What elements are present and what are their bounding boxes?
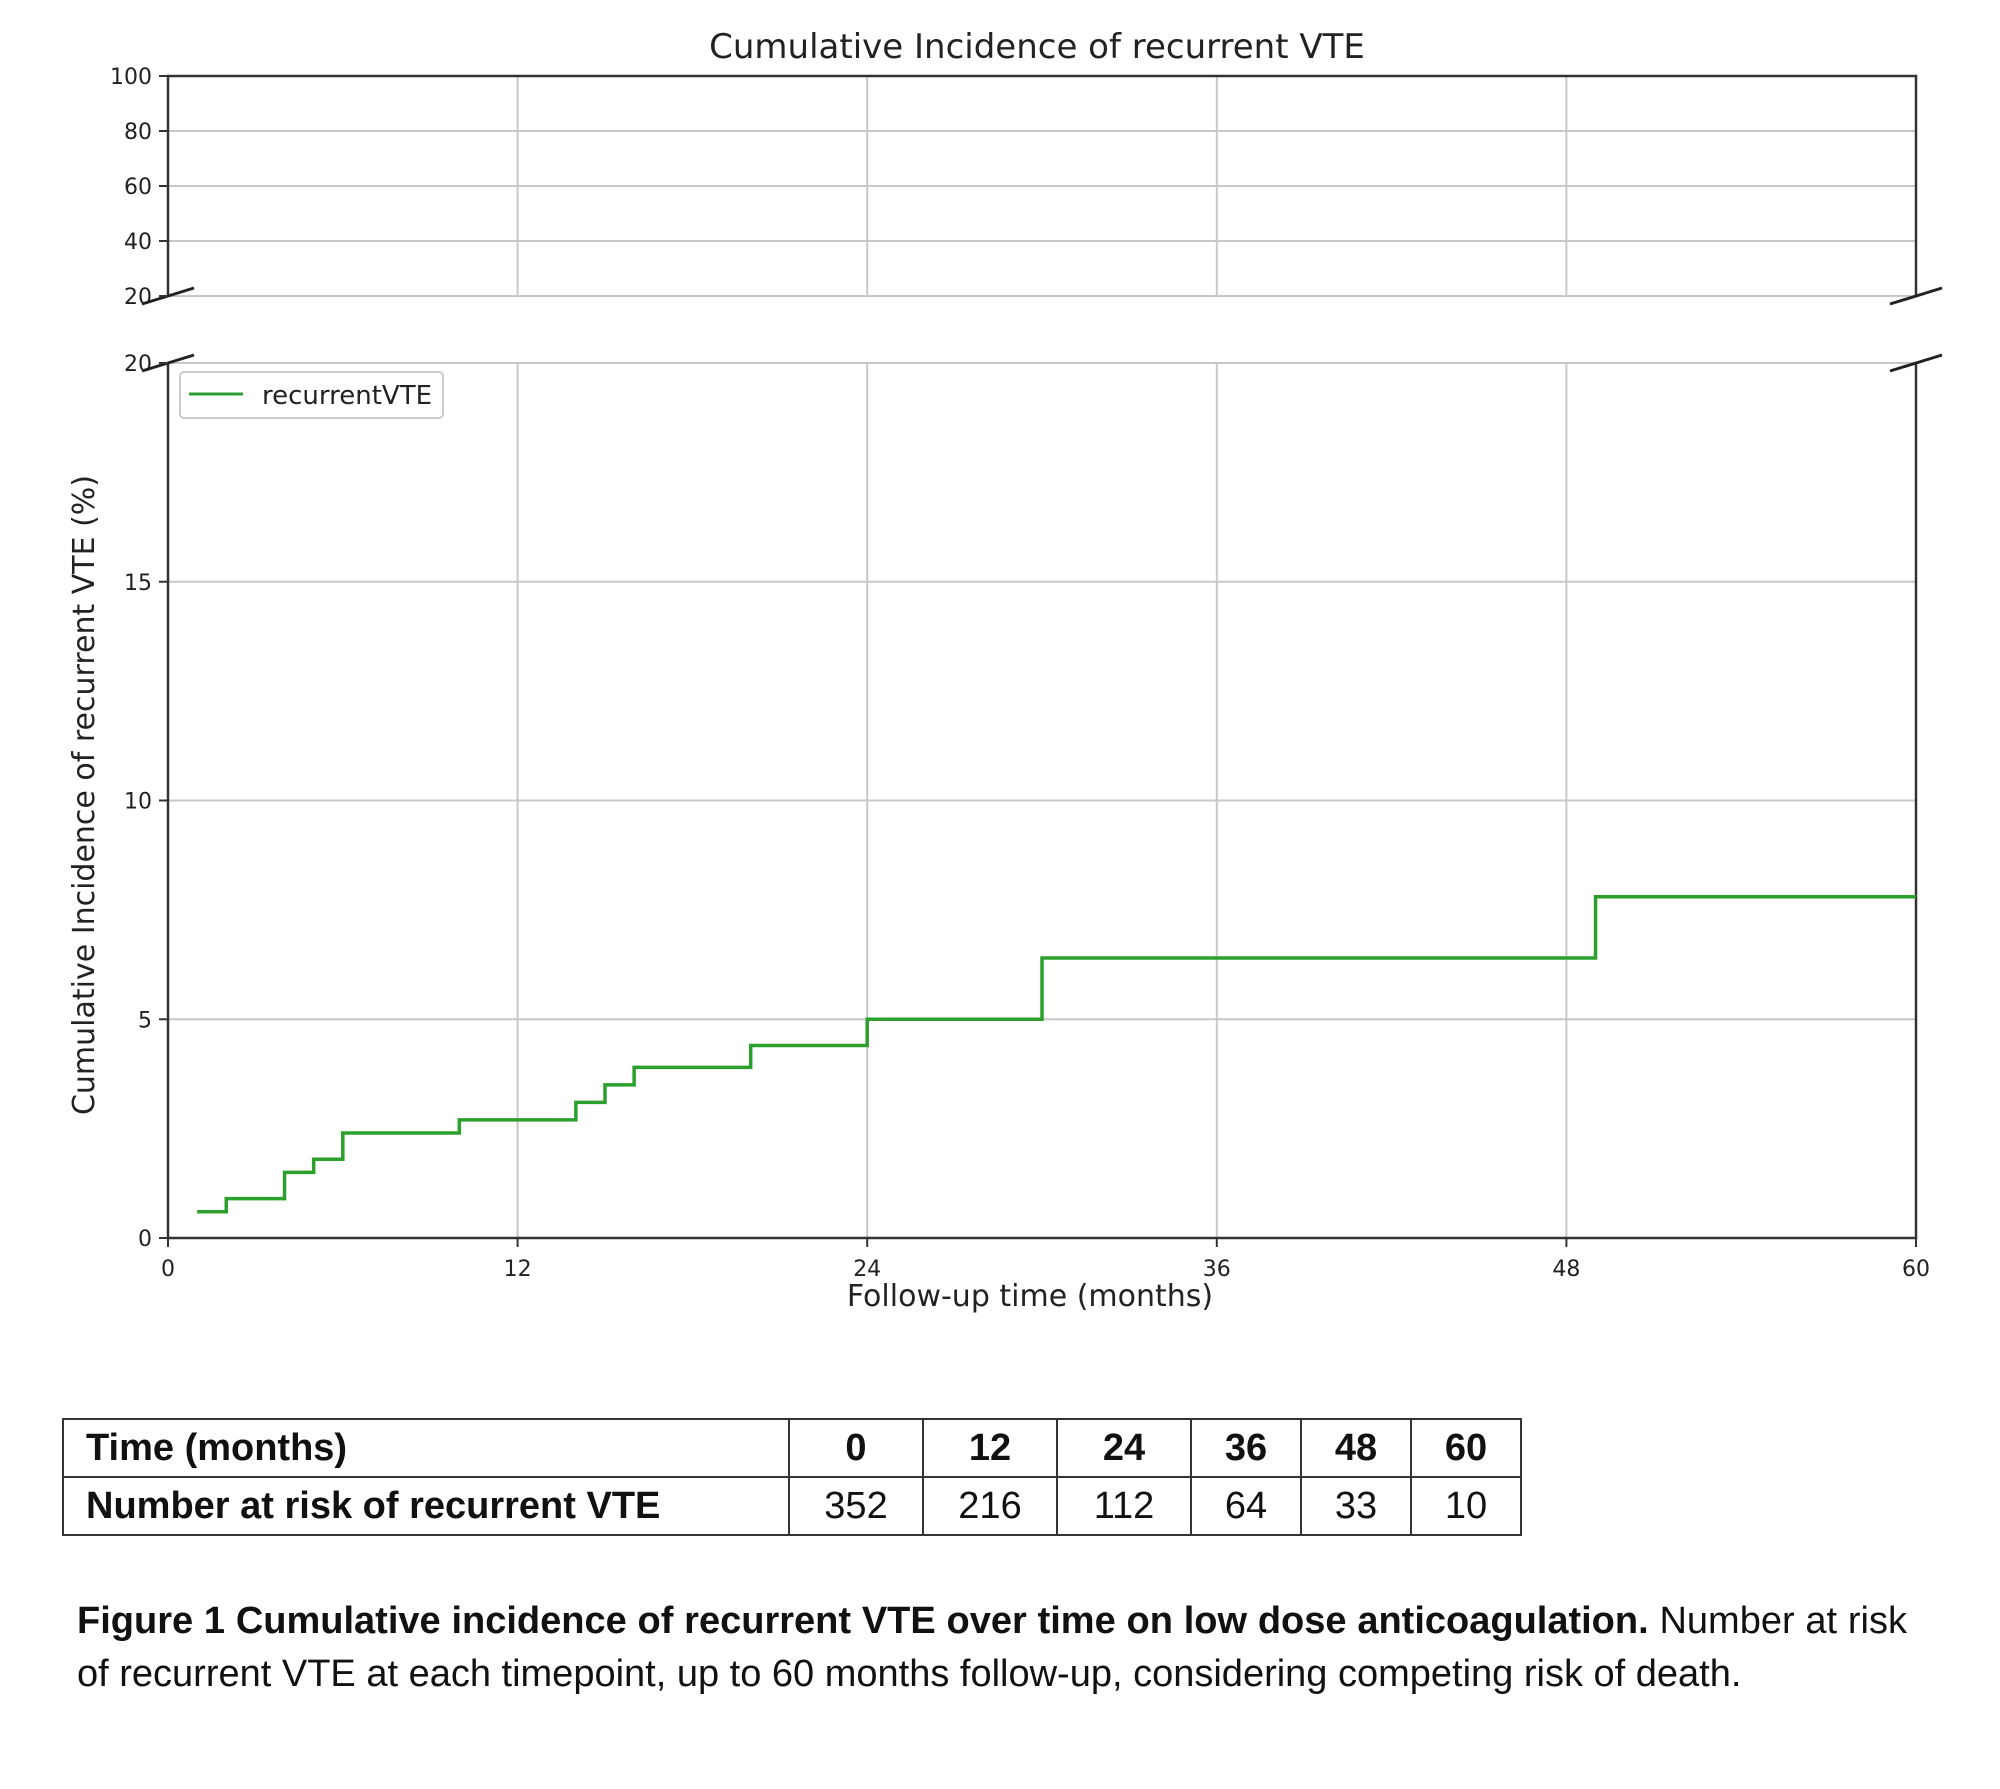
chart: 0 12 24 36 48 60 0 5 10 15 20 20 40 60 80 100 Cumulativ… bbox=[67, 27, 1943, 1314]
tick-labels: 0 12 24 36 48 60 0 5 10 15 20 20 40 60 80 100 bbox=[110, 65, 1930, 1282]
risk-table-count-cell: 216 bbox=[922, 1476, 1058, 1536]
gridlines bbox=[167, 75, 1917, 1239]
x-tick-label: 60 bbox=[1902, 1257, 1930, 1282]
risk-table-time-cell: 0 bbox=[788, 1418, 924, 1478]
axis-break-mark bbox=[1889, 353, 1943, 373]
risk-table-header-row: Time (months) 0 12 24 36 48 60 bbox=[62, 1418, 1522, 1478]
x-axis-label: Follow-up time (months) bbox=[847, 1279, 1213, 1314]
x-tick-label: 36 bbox=[1203, 1257, 1231, 1282]
x-tick-label: 0 bbox=[161, 1257, 175, 1282]
y-tick-label: 20 bbox=[124, 285, 152, 310]
risk-table-time-cell: 60 bbox=[1410, 1418, 1522, 1478]
risk-table-count-cell: 64 bbox=[1190, 1476, 1302, 1536]
y-tick-label: 40 bbox=[124, 230, 152, 255]
caption-text: Number at risk of recurrent VTE at each … bbox=[77, 1600, 1907, 1695]
chart-title: Cumulative Incidence of recurrent VTE bbox=[709, 27, 1365, 67]
risk-table-time-cell: 48 bbox=[1300, 1418, 1412, 1478]
y-tick-label: 0 bbox=[138, 1227, 152, 1252]
legend: recurrentVTE bbox=[179, 371, 444, 419]
axis-break-mark bbox=[1889, 286, 1943, 306]
x-tick-label: 48 bbox=[1552, 1257, 1580, 1282]
series-layer bbox=[197, 895, 1917, 1214]
risk-table: Time (months) 0 12 24 36 48 60 Number at… bbox=[62, 1418, 1522, 1536]
risk-table-time-cell: 12 bbox=[922, 1418, 1058, 1478]
risk-table-count-row: Number at risk of recurrent VTE 352 216 … bbox=[62, 1476, 1522, 1536]
risk-table-time-cell: 36 bbox=[1190, 1418, 1302, 1478]
risk-table-row-label: Number at risk of recurrent VTE bbox=[62, 1476, 790, 1536]
x-tick-label: 12 bbox=[504, 1257, 532, 1282]
caption-title: Figure 1 Cumulative incidence of recurre… bbox=[77, 1600, 1649, 1642]
y-tick-label: 5 bbox=[138, 1008, 152, 1033]
y-tick-label: 15 bbox=[124, 571, 152, 596]
risk-table-time-cell: 24 bbox=[1056, 1418, 1192, 1478]
figure-caption: Figure 1 Cumulative incidence of recurre… bbox=[77, 1595, 1907, 1701]
x-tick-label: 24 bbox=[853, 1257, 881, 1282]
risk-table-count-cell: 352 bbox=[788, 1476, 924, 1536]
y-tick-label: 100 bbox=[110, 65, 152, 90]
y-tick-label: 10 bbox=[124, 790, 152, 815]
axes bbox=[141, 74, 1943, 1247]
risk-table-header-label: Time (months) bbox=[62, 1418, 790, 1478]
legend-box bbox=[179, 371, 444, 419]
risk-table-count-cell: 33 bbox=[1300, 1476, 1412, 1536]
y-axis-label: Cumulative Incidence of recurrent VTE (%… bbox=[67, 475, 102, 1115]
y-tick-label: 60 bbox=[124, 175, 152, 200]
legend-label: recurrentVTE bbox=[262, 381, 432, 411]
y-tick-label: 20 bbox=[124, 352, 152, 377]
risk-table-count-cell: 10 bbox=[1410, 1476, 1522, 1536]
series-line-recurrentvte bbox=[197, 895, 1916, 1214]
y-tick-label: 80 bbox=[124, 120, 152, 145]
risk-table-count-cell: 112 bbox=[1056, 1476, 1192, 1536]
